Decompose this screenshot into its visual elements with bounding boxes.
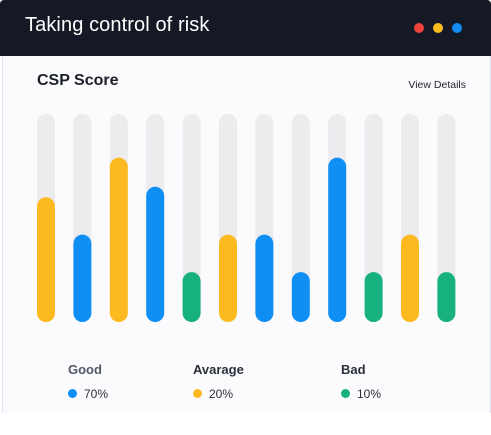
bar-3-average[interactable] bbox=[109, 157, 128, 322]
bar-5-bad[interactable] bbox=[182, 272, 201, 322]
legend-good-dot bbox=[68, 389, 77, 398]
title-bar: Taking control of risk bbox=[0, 0, 491, 56]
card-title: CSP Score bbox=[37, 72, 119, 89]
view-details-link[interactable]: View Details bbox=[408, 79, 466, 91]
window-title: Taking control of risk bbox=[25, 14, 210, 36]
bar-track-10 bbox=[364, 114, 383, 322]
csp-score-bar-chart bbox=[37, 114, 456, 322]
csp-score-card: CSP Score View Details Good 70% Avarage … bbox=[2, 56, 491, 413]
window-dot-red[interactable] bbox=[414, 23, 424, 33]
bar-11-average[interactable] bbox=[401, 234, 419, 322]
legend-good-value: 70% bbox=[84, 387, 109, 401]
bar-7-good[interactable] bbox=[255, 234, 274, 322]
legend-bad-label: Bad bbox=[341, 362, 366, 377]
bar-10-bad[interactable] bbox=[364, 272, 383, 322]
legend-bad-dot bbox=[341, 389, 350, 398]
bar-9-good[interactable] bbox=[328, 157, 347, 322]
bar-6-average[interactable] bbox=[219, 234, 237, 322]
legend-good-label: Good bbox=[68, 362, 102, 377]
bar-4-good[interactable] bbox=[146, 186, 165, 322]
window-dot-blue[interactable] bbox=[452, 23, 462, 33]
legend-average-value: 20% bbox=[209, 387, 234, 401]
bar-track-12 bbox=[437, 114, 456, 322]
bar-track-8 bbox=[291, 114, 310, 322]
bar-8-good[interactable] bbox=[291, 272, 310, 322]
legend-bad: Bad 10% bbox=[341, 362, 381, 401]
bar-1-average[interactable] bbox=[37, 197, 55, 322]
legend-bad-value: 10% bbox=[357, 387, 382, 401]
bar-2-good[interactable] bbox=[73, 234, 92, 322]
legend-average: Avarage 20% bbox=[193, 362, 244, 401]
legend-average-label: Avarage bbox=[193, 362, 244, 377]
window-dot-yellow[interactable] bbox=[433, 23, 443, 33]
legend-average-dot bbox=[193, 389, 202, 398]
bar-track-5 bbox=[182, 114, 201, 322]
bar-12-bad[interactable] bbox=[437, 272, 456, 322]
legend-good: Good 70% bbox=[68, 362, 108, 401]
